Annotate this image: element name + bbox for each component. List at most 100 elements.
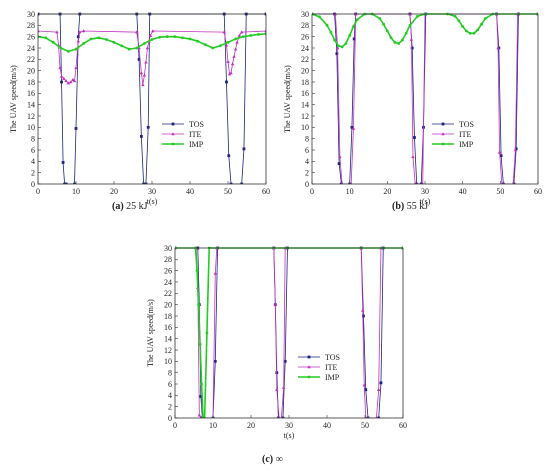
data-point-tos xyxy=(364,388,368,392)
data-point-imp xyxy=(173,35,177,39)
data-point-tos xyxy=(350,125,354,129)
data-point-ite xyxy=(81,29,86,33)
data-point-imp xyxy=(472,31,476,35)
data-point-imp xyxy=(205,331,209,335)
data-point-imp xyxy=(127,47,131,51)
legend-label-imp: IMP xyxy=(325,373,340,382)
data-point-ite xyxy=(71,77,75,82)
y-tick-label: 28 xyxy=(164,255,172,264)
data-point-imp xyxy=(389,36,393,40)
caption-label: (c) xyxy=(262,454,273,465)
x-tick-label: 0 xyxy=(173,421,177,430)
x-tick-label: 30 xyxy=(148,187,156,196)
data-point-imp xyxy=(461,25,465,28)
y-tick-label: 12 xyxy=(164,346,172,355)
data-point-imp xyxy=(105,38,108,41)
data-point-ite xyxy=(62,76,66,80)
data-point-tos xyxy=(283,359,287,363)
data-point-imp xyxy=(404,31,408,35)
data-point-tos xyxy=(142,182,146,184)
data-point-ite xyxy=(72,79,77,83)
y-tick-label: 4 xyxy=(305,157,309,166)
data-point-ite xyxy=(213,271,217,275)
legend-label-imp: IMP xyxy=(189,140,204,149)
x-tick-label: 20 xyxy=(383,187,391,196)
data-point-ite xyxy=(135,30,139,34)
data-point-ite xyxy=(362,383,366,387)
data-point-ite xyxy=(500,182,503,184)
data-point-imp xyxy=(120,44,123,48)
data-point-ite xyxy=(239,30,244,34)
legend-label-ite: ITE xyxy=(189,130,202,139)
data-point-imp xyxy=(234,37,238,41)
data-point-tos xyxy=(60,80,63,84)
data-point-ite xyxy=(141,83,145,87)
x-tick-label: 0 xyxy=(36,187,40,196)
chart-caption: (a) 25 kJ xyxy=(112,201,148,212)
data-point-tos xyxy=(63,182,66,184)
legend-label-tos: TOS xyxy=(189,120,204,129)
data-point-tos xyxy=(415,182,419,184)
data-point-imp xyxy=(197,303,200,307)
data-point-ite xyxy=(235,40,239,44)
data-point-imp xyxy=(158,35,162,39)
data-point-imp xyxy=(112,40,116,44)
data-point-tos xyxy=(413,136,416,139)
data-point-imp xyxy=(355,18,359,22)
data-point-ite xyxy=(376,387,381,391)
y-tick-label: 0 xyxy=(31,180,35,189)
data-point-tos xyxy=(512,182,516,184)
y-tick-label: 0 xyxy=(168,414,172,423)
data-point-tos xyxy=(377,416,381,418)
x-tick-label: 10 xyxy=(346,187,354,196)
data-point-imp xyxy=(82,42,85,45)
plot-area xyxy=(38,12,266,184)
y-tick-label: 28 xyxy=(27,21,35,30)
chart-c: 0 10 20 30 40 50 60024681012141618202224262830… xyxy=(146,244,407,465)
data-point-imp xyxy=(378,17,382,20)
y-tick-label: 4 xyxy=(31,157,35,166)
x-tick-label: 10 xyxy=(72,187,80,196)
x-tick-label: 40 xyxy=(323,421,331,430)
data-point-imp xyxy=(198,342,202,346)
data-point-ite xyxy=(55,30,59,34)
data-point-ite xyxy=(230,62,235,66)
legend-label-tos: TOS xyxy=(325,353,340,362)
data-point-ite xyxy=(341,182,344,184)
series-line-tos xyxy=(312,13,538,184)
chart-a: 0 10 20 30 40 50 60024681012141618202224262830… xyxy=(9,10,270,212)
data-point-tos xyxy=(379,381,383,385)
y-tick-label: 18 xyxy=(301,78,309,87)
y-tick-label: 20 xyxy=(27,66,35,75)
data-point-tos xyxy=(144,182,148,184)
y-tick-label: 22 xyxy=(27,55,35,64)
data-point-imp xyxy=(226,40,230,44)
data-point-ite xyxy=(38,29,40,33)
x-axis-label: t(s) xyxy=(147,197,158,206)
data-point-ite xyxy=(74,66,78,70)
y-tick-label: 2 xyxy=(168,402,172,411)
legend-marker-imp xyxy=(441,142,445,146)
y-axis-label: The UAV speed(m/s) xyxy=(146,299,155,367)
y-tick-label: 18 xyxy=(27,78,35,87)
x-tick-label: 50 xyxy=(496,187,504,196)
data-point-tos xyxy=(362,314,365,318)
data-point-ite xyxy=(275,387,279,391)
data-point-ite xyxy=(281,385,286,389)
y-tick-label: 22 xyxy=(164,289,172,298)
data-point-imp xyxy=(393,40,397,44)
data-point-tos xyxy=(64,182,68,184)
data-point-tos xyxy=(281,416,285,418)
y-tick-label: 2 xyxy=(31,168,35,177)
data-point-tos xyxy=(242,147,246,151)
data-point-ite xyxy=(416,182,419,184)
y-tick-label: 18 xyxy=(164,312,172,321)
data-point-imp xyxy=(336,44,340,48)
data-point-imp xyxy=(181,36,184,40)
data-point-tos xyxy=(229,182,233,184)
y-tick-label: 2 xyxy=(305,168,309,177)
data-point-ite xyxy=(226,59,230,63)
caption-label: (b) xyxy=(392,201,404,212)
